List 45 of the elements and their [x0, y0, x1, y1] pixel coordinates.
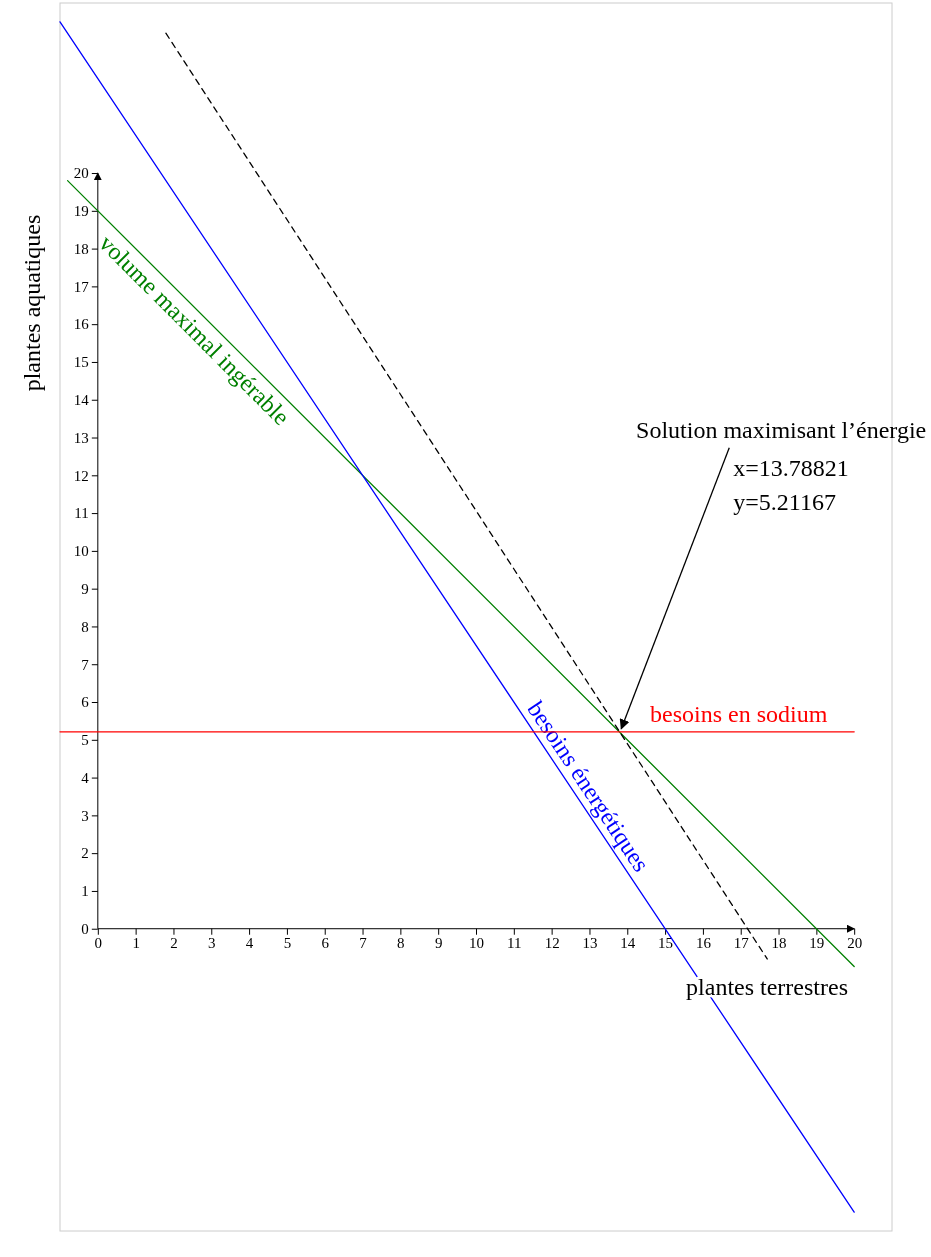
x-tick-label: 2: [170, 935, 178, 952]
x-tick-label: 19: [809, 935, 825, 952]
x-tick-label: 14: [620, 935, 636, 952]
y-tick-label: 1: [81, 883, 89, 900]
y-tick-label: 4: [81, 769, 90, 786]
x-tick-label: 7: [359, 935, 368, 952]
x-tick-label: 11: [507, 935, 522, 952]
y-tick-label: 8: [81, 618, 89, 635]
x-tick-label: 13: [582, 935, 598, 952]
y-tick-label: 9: [81, 580, 89, 597]
y-tick-label: 11: [74, 505, 89, 522]
x-tick-label: 16: [695, 935, 712, 952]
x-tick-label: 10: [469, 935, 484, 952]
y-tick-label: 3: [81, 807, 89, 824]
y-tick-label: 0: [81, 921, 89, 938]
x-tick-label: 6: [321, 935, 330, 952]
x-tick-label: 5: [283, 935, 292, 952]
x-tick-label: 12: [544, 935, 560, 952]
x-tick-label: 1: [132, 935, 140, 952]
y-tick-label: 5: [81, 732, 89, 749]
x-tick-label: 20: [847, 935, 863, 952]
y-tick-label: 19: [73, 203, 89, 220]
y-tick-label: 16: [73, 316, 90, 333]
x-tick-label: 8: [397, 935, 405, 952]
y-tick-label: 18: [73, 240, 89, 257]
y-axis-title: plantes aquatiques: [19, 214, 45, 392]
y-tick-label: 7: [81, 656, 90, 673]
y-tick-label: 13: [73, 429, 89, 446]
y-tick-label: 17: [73, 278, 90, 295]
x-tick-label: 3: [208, 935, 216, 952]
x-tick-label: 9: [434, 935, 443, 952]
y-tick-label: 12: [73, 467, 89, 484]
y-tick-label: 15: [73, 354, 89, 371]
x-tick-label: 4: [245, 935, 254, 952]
x-tick-label: 15: [658, 935, 674, 952]
y-tick-label: 14: [73, 392, 90, 409]
y-tick-label: 20: [73, 165, 89, 182]
y-tick-label: 2: [81, 845, 89, 862]
x-tick-label: 0: [94, 935, 103, 952]
y-tick-label: 6: [81, 694, 90, 711]
series-label: besoins en sodium: [650, 701, 828, 728]
annotation: Solution maximisant l’énergie x=13.78821 y=5.21167: [636, 416, 927, 515]
x-tick-label: 18: [771, 935, 787, 952]
x-tick-label: 17: [733, 935, 750, 952]
y-tick-label: 10: [73, 543, 89, 560]
